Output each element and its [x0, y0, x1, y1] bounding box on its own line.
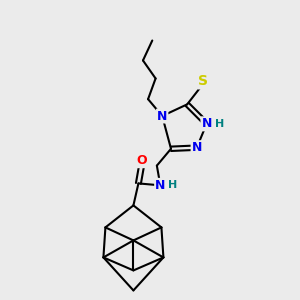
- Text: S: S: [198, 74, 208, 88]
- Text: H: H: [168, 180, 177, 190]
- Text: N: N: [155, 179, 166, 192]
- Text: N: N: [157, 110, 167, 122]
- Text: H: H: [215, 119, 224, 129]
- Text: N: N: [192, 141, 202, 154]
- Text: O: O: [136, 154, 147, 167]
- Text: N: N: [201, 117, 212, 130]
